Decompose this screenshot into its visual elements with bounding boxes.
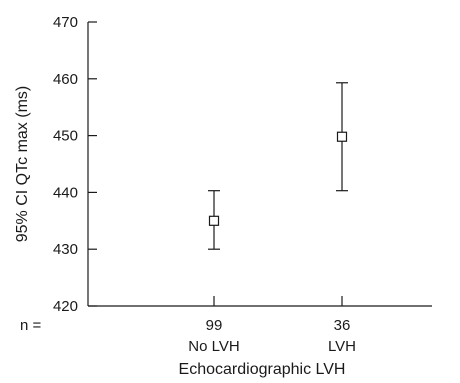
y-tick-label: 460 bbox=[53, 71, 78, 88]
y-tick-label: 470 bbox=[53, 14, 78, 31]
category-label: No LVH bbox=[188, 338, 239, 355]
y-ticks: 420 430 440 450 460 470 bbox=[53, 14, 97, 315]
mean-marker bbox=[336, 131, 348, 142]
data-marks bbox=[208, 82, 348, 250]
y-tick-label: 430 bbox=[53, 241, 78, 258]
y-tick-label: 450 bbox=[53, 128, 78, 145]
y-axis-title: 95% CI QTc max (ms) bbox=[14, 86, 31, 242]
mean-marker bbox=[208, 215, 220, 226]
n-value: 36 bbox=[334, 317, 351, 334]
y-tick-label: 420 bbox=[53, 298, 78, 315]
y-tick-label: 440 bbox=[53, 184, 78, 201]
x-ticks bbox=[213, 296, 343, 306]
n-label: n = bbox=[20, 317, 42, 334]
category-labels: 99 No LVH 36 LVH bbox=[188, 317, 356, 355]
n-value: 99 bbox=[206, 317, 223, 334]
x-axis-title: Echocardiographic LVH bbox=[179, 361, 346, 378]
category-label: LVH bbox=[328, 338, 356, 355]
